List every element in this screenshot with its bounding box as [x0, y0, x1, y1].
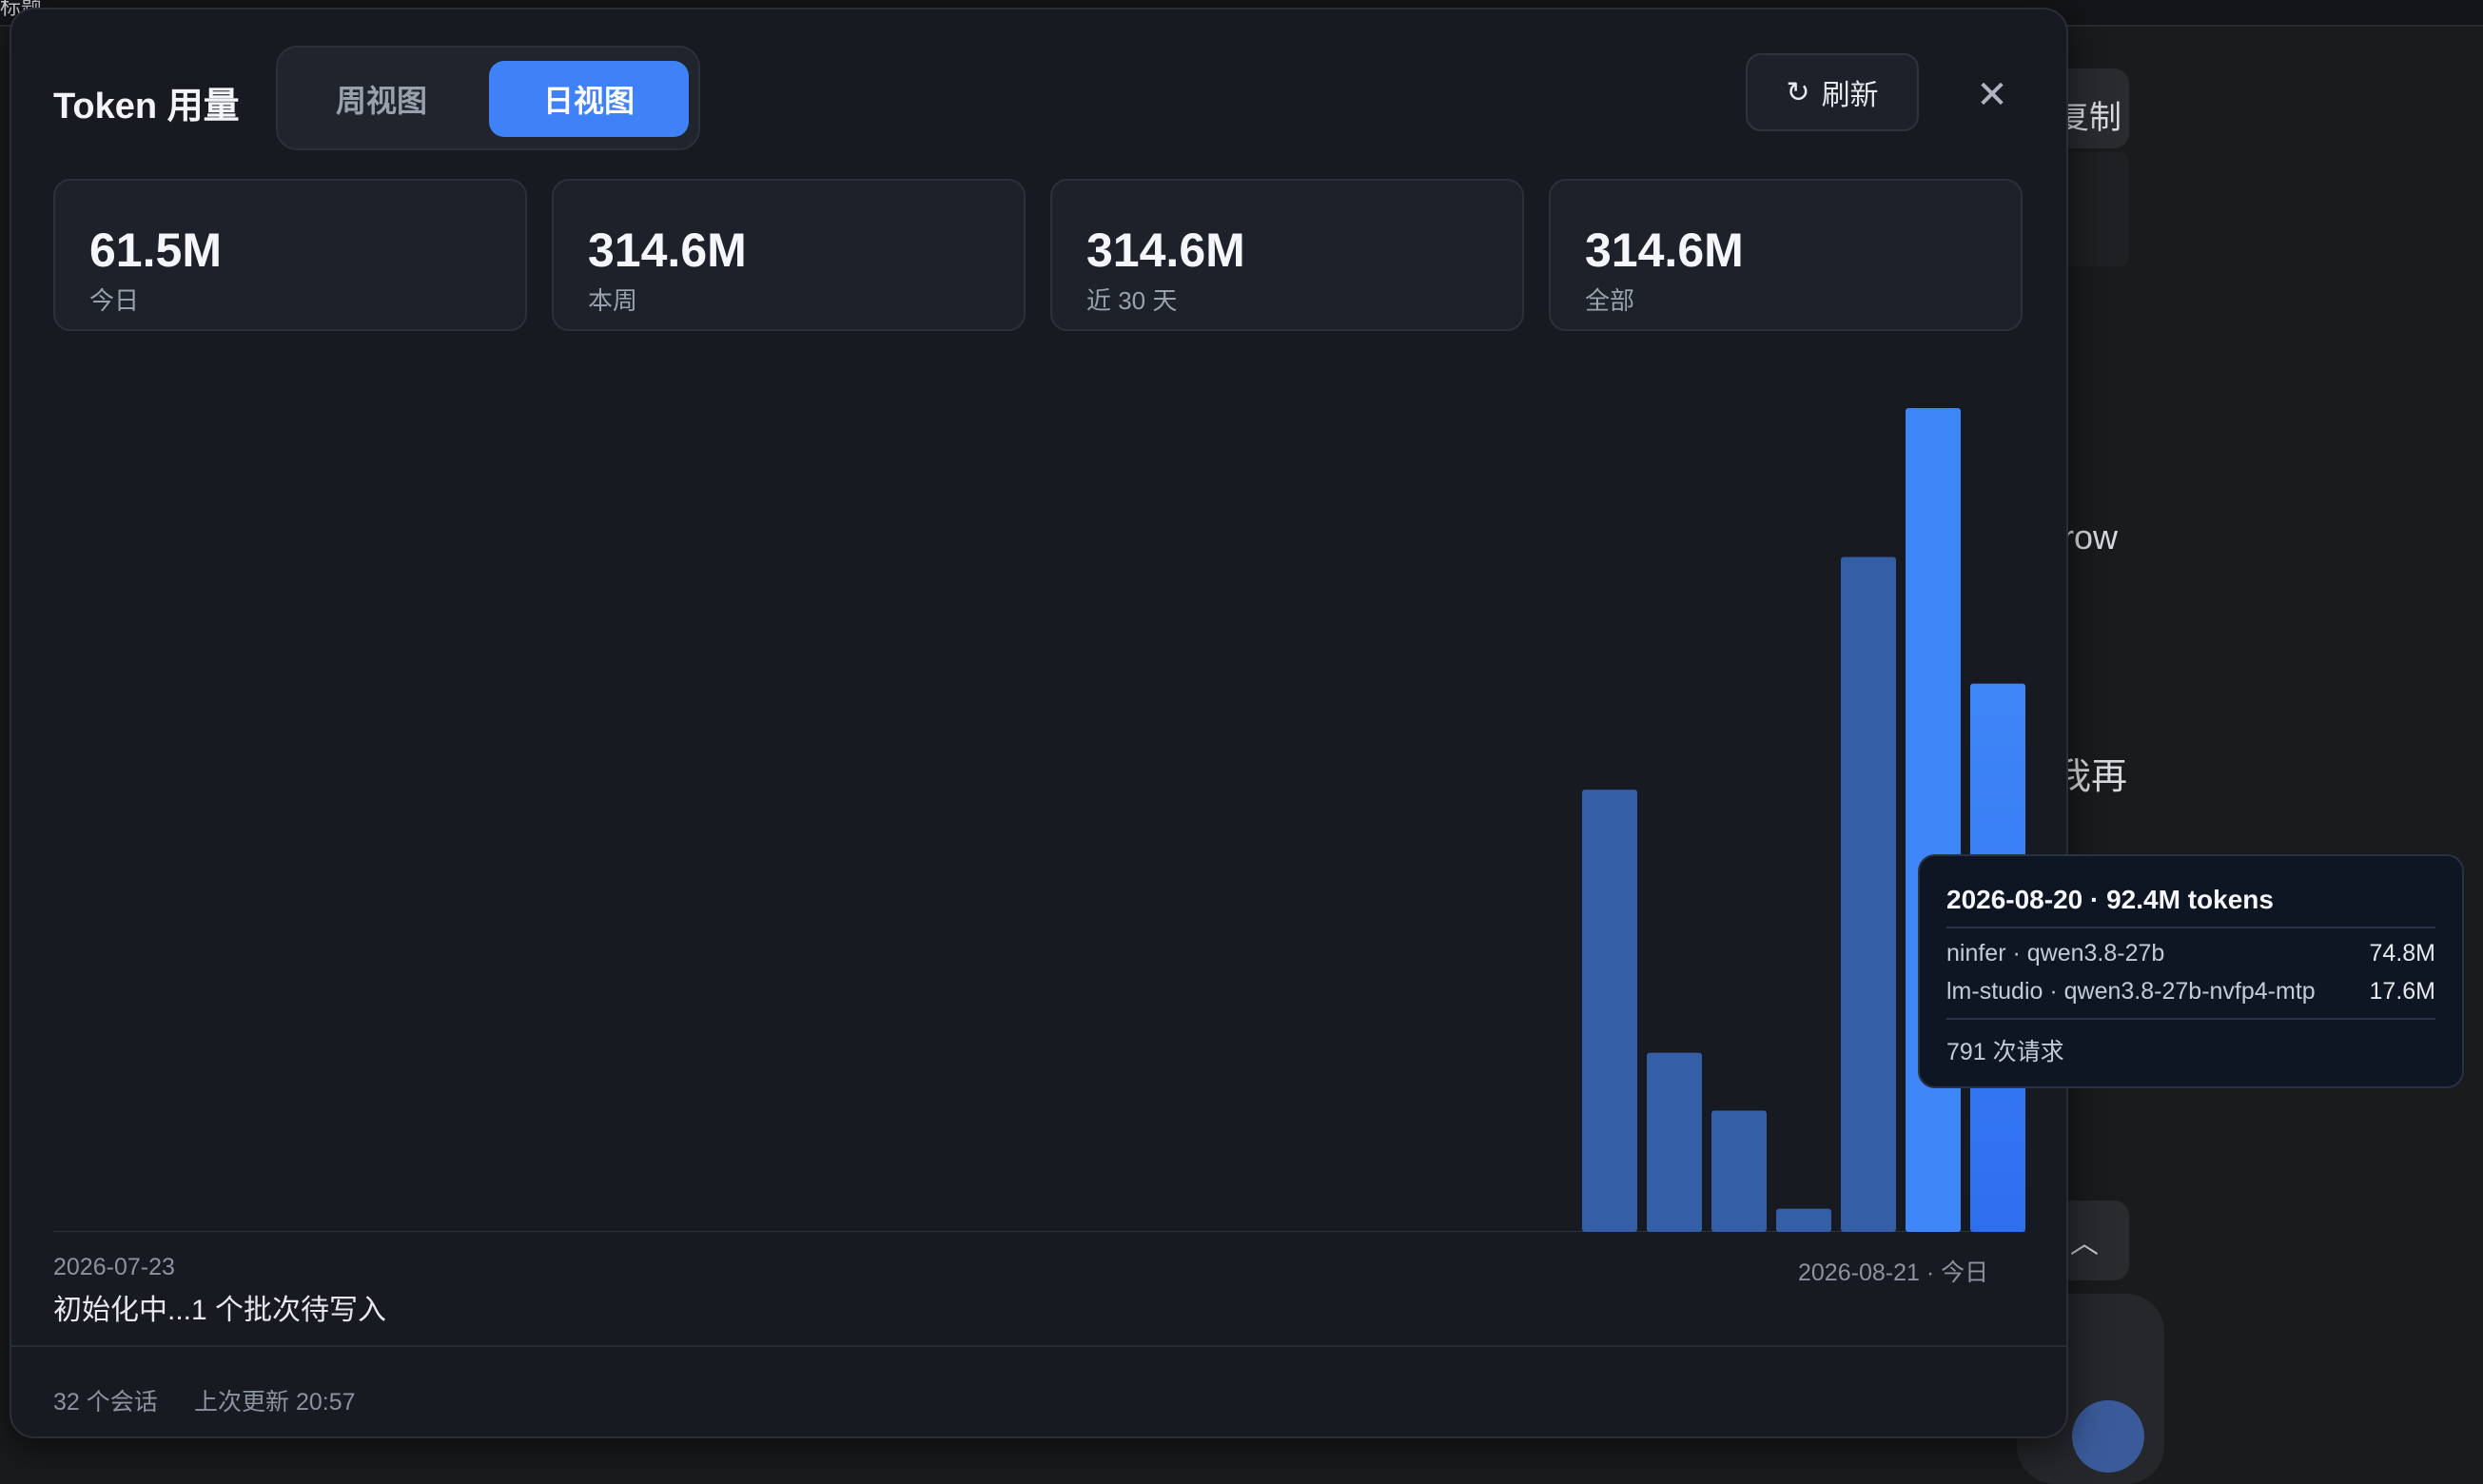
stat-value: 314.6M [588, 224, 747, 277]
status-text: 初始化中...1 个批次待写入 [53, 1295, 387, 1326]
tab-week-view[interactable]: 周视图 [335, 84, 427, 118]
tooltip-row-value: 74.8M [2369, 940, 2435, 967]
tab-day-view[interactable]: 日视图 [489, 61, 689, 137]
chart-bar-2026-08-15[interactable] [1582, 790, 1637, 1232]
token-usage-dialog: Token 用量 周视图 日视图 ↻ 刷新 ✕ 61.5M 今日 314.6M … [10, 8, 2068, 1438]
tooltip-row-label: lm-studio · qwen3.8-27b-nvfp4-mtp [1946, 978, 2316, 1005]
refresh-icon: ↻ [1786, 76, 1810, 108]
close-icon[interactable]: ✕ [1976, 74, 2008, 116]
tooltip-row-label: ninfer · qwen3.8-27b [1946, 940, 2165, 967]
refresh-button[interactable]: ↻ 刷新 [1746, 53, 1919, 131]
daily-usage-chart [53, 361, 2026, 1232]
stat-label: 今日 [89, 286, 140, 315]
stat-card-week: 314.6M 本周 [552, 179, 1026, 331]
chart-tooltip: 2026-08-20 · 92.4M tokens ninfer · qwen3… [1918, 854, 2464, 1088]
stat-value: 314.6M [1585, 224, 1744, 277]
tooltip-request-count: 791 次请求 [1946, 1039, 2064, 1065]
stat-card-all: 314.6M 全部 [1549, 179, 2023, 331]
avatar [2072, 1400, 2144, 1473]
refresh-label: 刷新 [1821, 80, 1879, 111]
stat-value: 314.6M [1086, 224, 1245, 277]
chart-bar-2026-08-18[interactable] [1776, 1208, 1831, 1232]
stat-card-today: 61.5M 今日 [53, 179, 527, 331]
last-updated: 上次更新 20:57 [194, 1389, 356, 1416]
tooltip-row-value: 17.6M [2369, 978, 2435, 1005]
session-count: 32 个会话 [53, 1389, 158, 1416]
footer-divider [11, 1345, 2066, 1347]
tooltip-row: lm-studio · qwen3.8-27b-nvfp4-mtp 17.6M [1946, 978, 2435, 1006]
chart-canvas [53, 408, 2026, 1232]
tooltip-row: ninfer · qwen3.8-27b 74.8M [1946, 940, 2435, 967]
chart-bar-2026-08-17[interactable] [1711, 1110, 1767, 1232]
stat-label: 全部 [1585, 286, 1635, 315]
x-axis-end-label: 2026-08-21 · 今日 [1798, 1259, 1989, 1286]
chart-bar-2026-08-20[interactable] [1906, 408, 1961, 1232]
background-text-row: row [2063, 517, 2119, 556]
stat-value: 61.5M [89, 224, 222, 277]
chart-bar-2026-08-19[interactable] [1841, 556, 1896, 1232]
stat-card-30-days: 314.6M 近 30 天 [1050, 179, 1524, 331]
tooltip-title: 2026-08-20 · 92.4M tokens [1946, 885, 2274, 914]
chart-bar-2026-08-16[interactable] [1647, 1052, 1702, 1232]
chevron-up-icon: ︿ [2070, 1228, 2099, 1259]
dialog-title: Token 用量 [53, 87, 240, 127]
stat-label: 本周 [588, 286, 638, 315]
view-toggle: 周视图 日视图 [276, 46, 700, 150]
tooltip-divider [1946, 927, 2435, 928]
stat-label: 近 30 天 [1086, 286, 1178, 315]
x-axis-start-label: 2026-07-23 [53, 1254, 175, 1280]
tooltip-divider [1946, 1018, 2435, 1020]
